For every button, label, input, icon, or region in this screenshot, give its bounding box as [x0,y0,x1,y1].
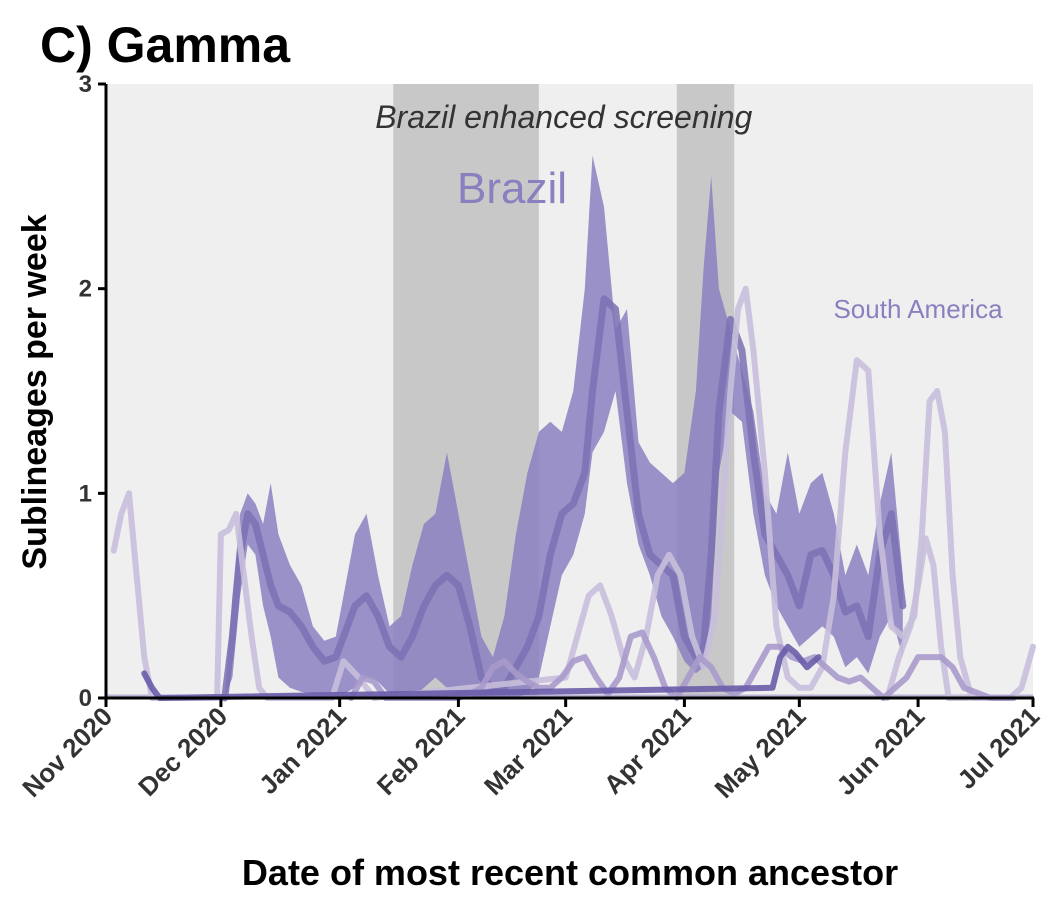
chart-title: C) Gamma [40,17,291,73]
x-tick-label-8: Jul 2021 [951,701,1045,795]
x-tick-label-4: Mar 2021 [478,701,578,801]
y-tick-label-0: 0 [79,685,92,712]
x-tick-label-2: Jan 2021 [253,701,352,800]
x-tick-label-7: Jun 2021 [830,701,930,801]
series-3-line [348,629,1017,701]
y-tick-label-1: 1 [79,480,92,507]
x-tick-label-6: May 2021 [709,701,812,804]
x-tick-label-1: Dec 2020 [132,701,233,802]
south-america-annotation: South America [833,294,1003,324]
series-4-line [141,643,822,701]
y-tick-label-3: 3 [79,71,92,98]
x-tick-label-3: Feb 2021 [371,701,471,801]
x-axis-label: Date of most recent common ancestor [242,852,898,893]
series-layer [106,155,1036,702]
series-0-ribbon [224,155,903,699]
series-0-line [221,295,907,702]
screening-label: Brazil enhanced screening [375,99,752,135]
brazil-annotation: Brazil [457,164,567,213]
x-tick-label-0: Nov 2020 [16,701,118,803]
y-axis-label: Sublineages per week [16,214,54,569]
series-1-line [110,285,1036,701]
x-tick-label-5: Apr 2021 [598,701,697,800]
y-tick-label-2: 2 [79,276,92,303]
